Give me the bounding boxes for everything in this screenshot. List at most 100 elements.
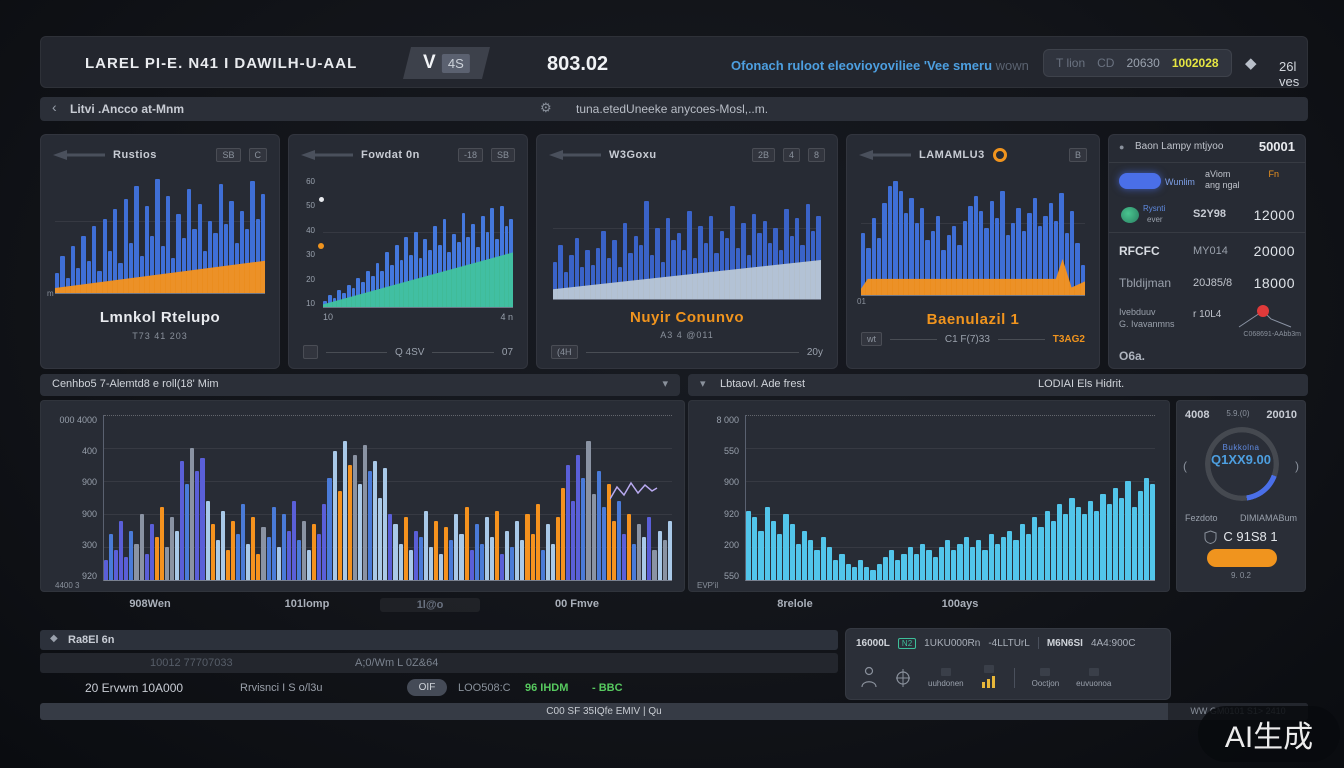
green-orb-icon (1121, 207, 1139, 223)
marker-dot-icon (319, 197, 324, 202)
footer-left-button[interactable]: (4H (551, 345, 578, 359)
header-link[interactable]: Ofonach ruloot eleovioyoviliee 'Vee smer… (731, 58, 1029, 73)
main-chart-panel-right: 8 000 550 900 920 200 550 EVP'il (688, 400, 1170, 592)
info-label: 20 Ervwm 10A000 (85, 681, 184, 695)
card-tab[interactable]: B (1068, 148, 1087, 162)
stats-row[interactable]: Tbldijman 20J85/8 18000 (1119, 275, 1295, 291)
axis-corner-label: m (47, 289, 54, 298)
stats-panel: ● Baon Lampy mtjyoo 50001 Wunlim aViom a… (1108, 134, 1306, 369)
tool-item[interactable]: euvuonoa (1076, 668, 1111, 688)
card-footer: wt C1 F(7)33 T3AG2 (861, 332, 1085, 346)
bar-chart (553, 177, 821, 300)
breadcrumb[interactable]: Litvi .Ancco at-Mnm (70, 102, 185, 116)
person-icon[interactable] (860, 666, 878, 688)
input-value: A;0/Wm L 0Z&64 (355, 657, 439, 669)
diamond-icon[interactable]: ◆ (1245, 55, 1257, 72)
chevron-down-icon[interactable]: ▾ (700, 378, 706, 390)
summary-value-center: 5.9.(0) (1226, 409, 1250, 418)
stats-row[interactable]: Ivebduuv G. Ivavanmns r 10L4 C068691-AAb… (1109, 301, 1305, 347)
card-tab[interactable]: 2B (751, 148, 775, 162)
toggle-pill[interactable]: OIF (407, 679, 447, 696)
donut-center-text: Bukkolna Q1XX9.00 (1211, 443, 1271, 467)
map-pin-icon (1238, 305, 1292, 328)
orange-ring-icon[interactable] (992, 148, 1007, 162)
stats-row[interactable]: RFCFC MY014 20000 (1119, 243, 1295, 259)
section-dropdown-right[interactable]: ▾ Lbtaovl. Ade frest LODIAI Els Hidrit. (688, 374, 1308, 396)
pill-segment: T lion (1056, 56, 1086, 70)
card-tab[interactable]: -18 (457, 148, 483, 162)
tool-item[interactable]: uuhdonen (928, 668, 964, 688)
metric-label: M6N6SI (1046, 637, 1083, 649)
chevron-down-icon[interactable]: ▾ (662, 378, 668, 390)
summary-small-label: 9. 0.2 (1230, 571, 1251, 580)
shield-icon (1204, 529, 1217, 544)
bottom-input-bar[interactable]: 10012 77707033 A;0/Wm L 0Z&64 (40, 653, 838, 673)
x-axis-labels-row: 908Wen 101lomp 1l@o 00 Fmve 8relole 100a… (129, 598, 979, 612)
card-label: Fowdat 0n (361, 149, 420, 161)
crosshair-icon[interactable] (895, 668, 911, 688)
blue-pill-indicator (1119, 173, 1161, 189)
divider (1037, 637, 1039, 649)
status-bar: C00 SF 35IQfe EMIV | Qu WW GM0101 S1> 24… (40, 703, 1308, 720)
back-icon[interactable]: ‹ (52, 99, 57, 115)
card-footer: Q 4SV 07 (303, 345, 513, 359)
back-arrow-icon[interactable] (859, 150, 911, 160)
tool-item[interactable]: Ooctjon (1032, 668, 1059, 688)
arrow-left-icon[interactable]: ( (1183, 459, 1187, 473)
tool-item[interactable] (981, 665, 997, 688)
yellow-bars-icon (981, 676, 995, 688)
card-title: Lmnkol Rtelupo (99, 309, 221, 326)
bottom-info-row: 20 Ervwm 10A000 Rrvisnci I S o/l3u OIF L… (40, 677, 838, 699)
stats-header-value: 50001 (1258, 139, 1295, 154)
donut-gauge (1205, 427, 1279, 501)
card-title: Baenulazil 1 (926, 311, 1020, 328)
stats-row: O6a. (1119, 349, 1146, 363)
sparkline-overlay (610, 481, 658, 500)
axis-corner-label: EVP'il (697, 581, 719, 590)
input-placeholder: 10012 77707033 (150, 657, 233, 669)
status-center-text: C00 SF 35IQfe EMIV | Qu (546, 706, 662, 717)
pill-segment: CD (1097, 56, 1115, 70)
main-chart-panel-left: 000 4000 400 900 900 300 920 4400 3 (40, 400, 685, 592)
stats-header-label: Baon Lampy mtjyoo (1135, 141, 1224, 152)
badge-letter: V (423, 52, 436, 73)
status-green-value: 96 IHDM (525, 682, 569, 694)
info-sublabel: Rrvisnci I S o/l3u (240, 682, 323, 694)
arrow-right-icon[interactable]: ) (1295, 459, 1299, 473)
card-tab[interactable]: C (248, 148, 267, 162)
card-subtitle: A3 4 @011 (660, 330, 714, 340)
axis-corner-label: 01 (857, 297, 866, 306)
stats-row[interactable]: Wunlim aViom ang ngal Fn (1109, 165, 1305, 199)
status-code: LOO508:C (458, 682, 511, 694)
marker-dot-icon (318, 243, 324, 249)
y-axis-labels: 60 50 40 30 20 10 (306, 177, 315, 308)
section-dropdown-left[interactable]: Cenhbo5 7-Alemtd8 e roll(18' Mim ▾ (40, 374, 680, 396)
green-chip: N2 (897, 637, 917, 649)
card-tab[interactable]: 8 (807, 148, 825, 162)
back-arrow-icon[interactable] (549, 150, 601, 160)
diamond-icon: ◆ (50, 633, 58, 644)
header-right-text: 26l ves (1279, 59, 1300, 89)
footer-left-button[interactable]: wt (861, 332, 882, 346)
version-badge: V 4S (403, 47, 490, 79)
app-title: LAREL PI-E. N41 I DAWILH-U-AAL (85, 55, 358, 72)
card-tab[interactable]: SB (490, 148, 515, 162)
back-arrow-icon[interactable] (301, 150, 353, 160)
card-tab[interactable]: 4 (782, 148, 800, 162)
gear-icon[interactable]: ⚙ (540, 100, 552, 115)
header-status-pill[interactable]: T lion CD 20630 1002028 (1043, 49, 1232, 77)
badge-code: 4S (441, 53, 470, 73)
footer-button[interactable] (303, 345, 318, 359)
bottom-section-header[interactable]: ◆ Ra8El 6n (40, 630, 838, 650)
thumbnail (983, 665, 994, 673)
bar-chart (861, 171, 1086, 296)
card-tab[interactable]: SB (216, 148, 241, 162)
back-arrow-icon[interactable] (53, 150, 105, 160)
card-title: Nuyir Conunvo (630, 309, 744, 326)
action-button[interactable] (1207, 549, 1277, 567)
multicolor-bar-chart (103, 415, 672, 581)
cyan-bar-chart (745, 415, 1156, 581)
dot-icon: ● (1119, 142, 1125, 152)
stats-row[interactable]: Rysnti ever S2Y98 12000 (1109, 199, 1305, 233)
top-header: LAREL PI-E. N41 I DAWILH-U-AAL V 4S 803.… (40, 36, 1308, 89)
